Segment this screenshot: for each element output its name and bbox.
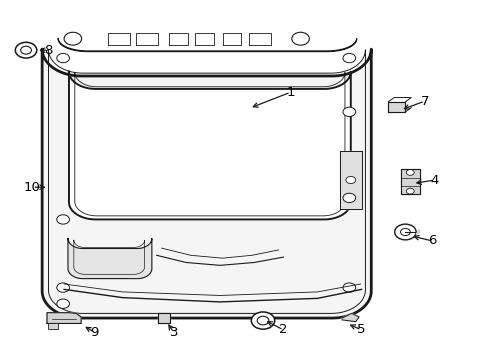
- Polygon shape: [48, 323, 58, 329]
- Polygon shape: [341, 314, 358, 321]
- Text: 6: 6: [427, 234, 435, 247]
- Circle shape: [64, 32, 81, 45]
- Circle shape: [291, 32, 309, 45]
- Polygon shape: [415, 229, 419, 234]
- Circle shape: [342, 193, 355, 203]
- Text: 10: 10: [24, 181, 41, 194]
- Circle shape: [406, 188, 413, 194]
- Polygon shape: [158, 313, 170, 323]
- Polygon shape: [339, 151, 361, 209]
- Circle shape: [342, 283, 355, 292]
- Polygon shape: [168, 33, 188, 45]
- Text: 5: 5: [357, 323, 365, 336]
- Text: 7: 7: [420, 95, 428, 108]
- Polygon shape: [222, 33, 241, 45]
- Circle shape: [345, 176, 355, 184]
- Polygon shape: [69, 72, 350, 220]
- Circle shape: [57, 283, 69, 292]
- Circle shape: [57, 299, 69, 309]
- Text: 9: 9: [90, 326, 99, 339]
- Polygon shape: [249, 33, 271, 45]
- Polygon shape: [58, 39, 356, 51]
- Circle shape: [57, 215, 69, 224]
- Polygon shape: [400, 169, 419, 194]
- Polygon shape: [387, 102, 405, 112]
- Circle shape: [57, 53, 69, 63]
- Circle shape: [342, 53, 355, 63]
- Circle shape: [342, 107, 355, 117]
- Circle shape: [406, 170, 413, 175]
- Text: 3: 3: [169, 326, 178, 339]
- Polygon shape: [108, 33, 130, 45]
- Text: 1: 1: [286, 86, 294, 99]
- Polygon shape: [68, 238, 152, 279]
- Polygon shape: [136, 33, 158, 45]
- Polygon shape: [42, 49, 370, 318]
- Circle shape: [400, 228, 409, 235]
- Circle shape: [257, 316, 268, 325]
- Text: 4: 4: [429, 174, 438, 186]
- Circle shape: [251, 312, 274, 329]
- Circle shape: [394, 224, 415, 240]
- Circle shape: [15, 42, 37, 58]
- Text: 2: 2: [279, 323, 287, 336]
- Circle shape: [20, 46, 31, 54]
- Polygon shape: [194, 33, 214, 45]
- Text: 8: 8: [44, 44, 53, 57]
- Polygon shape: [47, 313, 81, 323]
